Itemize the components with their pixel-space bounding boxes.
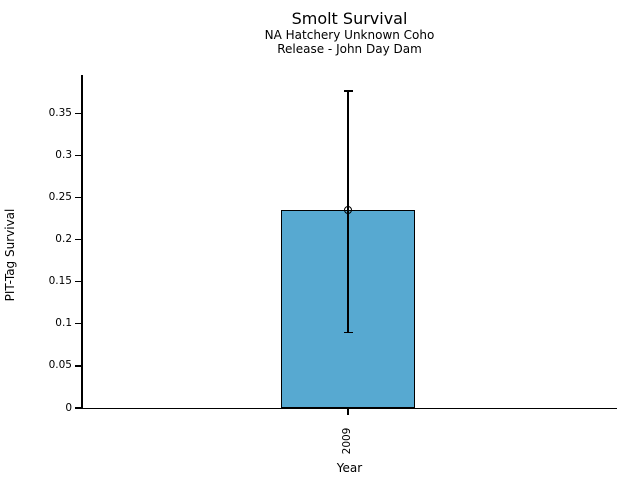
y-axis-label: PIT-Tag Survival: [3, 208, 17, 302]
chart-subtitle-line2: Release - John Day Dam: [277, 42, 422, 56]
data-point-marker: [344, 206, 352, 215]
y-tick-mark-0.25: [75, 197, 81, 199]
y-tick-label-0.15: 0.15: [48, 275, 72, 288]
y-tick-mark-0.15: [75, 281, 81, 283]
x-axis-spine: [76, 407, 617, 410]
y-tick-mark-0.3: [75, 155, 81, 157]
y-tick-label-0.2: 0.2: [55, 233, 72, 246]
y-tick-label-0.3: 0.3: [55, 149, 72, 162]
y-axis-spine: [81, 75, 83, 409]
chart-subtitle-line1: NA Hatchery Unknown Coho: [264, 28, 435, 42]
error-bar-cap-top: [343, 90, 353, 92]
y-tick-mark-0.1: [75, 323, 81, 325]
y-tick-label-0: 0: [65, 401, 72, 414]
chart-title: Smolt Survival: [291, 9, 408, 28]
y-tick-label-0.05: 0.05: [48, 359, 72, 372]
y-tick-mark-0.05: [75, 365, 81, 367]
y-tick-label-0.35: 0.35: [48, 107, 72, 120]
x-axis-label: Year: [336, 461, 363, 475]
y-tick-mark-0.35: [75, 113, 81, 115]
x-tick-label-2009: 2009: [341, 427, 353, 455]
y-tick-mark-0: [75, 407, 81, 409]
y-tick-label-0.25: 0.25: [48, 191, 72, 204]
y-tick-label-0.1: 0.1: [55, 317, 72, 330]
x-tick-mark: [347, 409, 349, 415]
y-tick-mark-0.2: [75, 239, 81, 241]
error-bar-cap-bottom: [343, 331, 353, 334]
